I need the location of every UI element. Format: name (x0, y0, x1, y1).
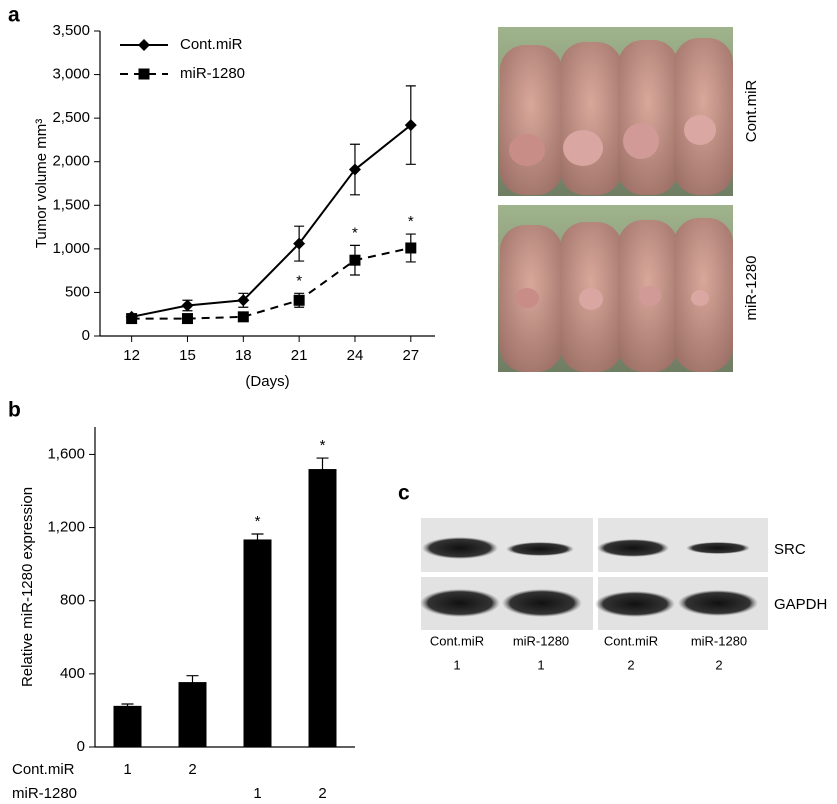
y-tick-label: 2,000 (52, 153, 90, 170)
marker (405, 242, 417, 254)
y-tick-label: 1,600 (47, 445, 85, 462)
panel-label: a (8, 4, 20, 27)
legend-label: Cont.miR (180, 36, 243, 53)
lane-number: 1 (453, 657, 460, 672)
y-tick-label: 3,500 (52, 22, 90, 39)
significance: * (296, 272, 302, 289)
marker (293, 294, 305, 306)
marker (126, 313, 138, 325)
category-row-name: miR-1280 (12, 785, 77, 802)
significance: * (255, 513, 261, 530)
bar (243, 539, 272, 747)
lane-number: 1 (537, 657, 544, 672)
lane-label: Cont.miR (430, 633, 484, 648)
marker (348, 163, 361, 176)
y-tick-label: 1,200 (47, 519, 85, 536)
marker (293, 237, 306, 250)
marker (181, 313, 193, 325)
series-line (131, 124, 412, 318)
marker (349, 254, 361, 266)
significance: * (352, 224, 358, 241)
x-tick-label: 21 (291, 347, 308, 364)
y-tick-label: 1,500 (52, 196, 90, 213)
y-tick-label: 0 (77, 738, 85, 755)
lane-label: miR-1280 (513, 633, 569, 648)
y-tick-label: 800 (60, 592, 85, 609)
marker (237, 294, 250, 307)
x-tick-label: 2 (188, 761, 196, 778)
x-axis-label: (Days) (245, 373, 289, 390)
y-tick-label: 400 (60, 665, 85, 682)
legend-marker (138, 68, 150, 80)
photo-label: Cont.miR (743, 80, 760, 143)
bar (113, 705, 142, 747)
bar (178, 682, 207, 747)
x-tick-label: 1 (253, 785, 261, 802)
category-row-name: Cont.miR (12, 761, 75, 778)
photo-control (498, 27, 733, 196)
y-axis-label: Tumor volume mm³ (33, 119, 50, 248)
significance: * (408, 213, 414, 230)
blot-row-label: GAPDH (774, 596, 827, 613)
lane-number: 2 (627, 657, 634, 672)
y-axis-label: Relative miR-1280 expression (19, 487, 36, 687)
x-tick-label: 2 (318, 785, 326, 802)
photo-mir1280 (498, 205, 733, 372)
lane-number: 2 (715, 657, 722, 672)
lane-label: miR-1280 (691, 633, 747, 648)
y-tick-label: 1,000 (52, 240, 90, 257)
western-blot (420, 518, 768, 630)
marker (237, 311, 249, 323)
bar (308, 469, 337, 747)
y-tick-label: 0 (82, 327, 90, 344)
y-tick-label: 2,500 (52, 109, 90, 126)
y-tick-label: 500 (65, 283, 90, 300)
panel-label: b (8, 399, 21, 422)
x-tick-label: 12 (123, 347, 140, 364)
x-tick-label: 27 (402, 347, 419, 364)
legend-marker (138, 39, 150, 51)
x-tick-label: 24 (347, 347, 364, 364)
lane-label: Cont.miR (604, 633, 658, 648)
marker (404, 119, 417, 132)
marker (181, 299, 194, 312)
x-tick-label: 15 (179, 347, 196, 364)
significance: * (320, 437, 326, 454)
x-tick-label: 1 (123, 761, 131, 778)
series-line (131, 247, 412, 320)
y-tick-label: 3,000 (52, 66, 90, 83)
blot-row-label: SRC (774, 541, 806, 558)
panel-label: c (398, 482, 410, 505)
x-tick-label: 18 (235, 347, 252, 364)
photo-label: miR-1280 (743, 255, 760, 320)
legend-label: miR-1280 (180, 65, 245, 82)
